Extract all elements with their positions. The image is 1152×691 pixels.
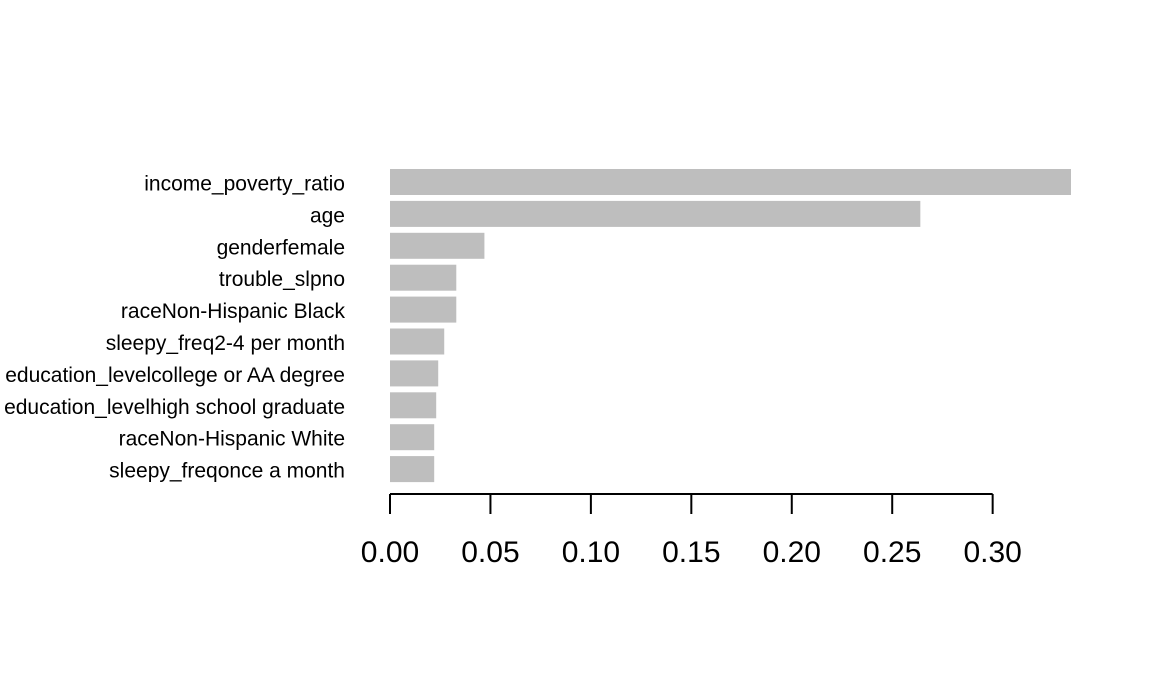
bar <box>390 392 437 419</box>
bar <box>390 264 457 291</box>
x-tick-label: 0.30 <box>963 536 1021 569</box>
x-tick-label: 0.00 <box>361 536 419 569</box>
y-tick-label: sleepy_freq2-4 per month <box>106 332 345 355</box>
y-tick-label: sleepy_freqonce a month <box>109 460 345 483</box>
y-tick-label: trouble_slpno <box>219 268 345 291</box>
y-tick-label: raceNon-Hispanic White <box>119 428 345 451</box>
y-tick-label: income_poverty_ratio <box>144 173 345 196</box>
bar <box>390 328 445 355</box>
bar <box>390 200 921 227</box>
y-tick-label: genderfemale <box>217 236 345 259</box>
y-tick-label: age <box>310 204 345 227</box>
bar <box>390 296 457 323</box>
bar <box>390 169 1071 195</box>
y-tick-label: raceNon-Hispanic Black <box>121 300 346 323</box>
x-tick-label: 0.20 <box>763 536 821 569</box>
y-tick-label: education_levelcollege or AA degree <box>5 364 345 387</box>
bar <box>390 360 439 387</box>
x-tick-label: 0.15 <box>662 536 720 569</box>
bar <box>390 456 435 483</box>
y-tick-label: education_levelhigh school graduate <box>4 396 345 419</box>
bar <box>390 424 435 451</box>
bar <box>390 232 485 259</box>
x-tick-label: 0.25 <box>863 536 921 569</box>
x-tick-label: 0.10 <box>562 536 620 569</box>
x-tick-label: 0.05 <box>461 536 519 569</box>
